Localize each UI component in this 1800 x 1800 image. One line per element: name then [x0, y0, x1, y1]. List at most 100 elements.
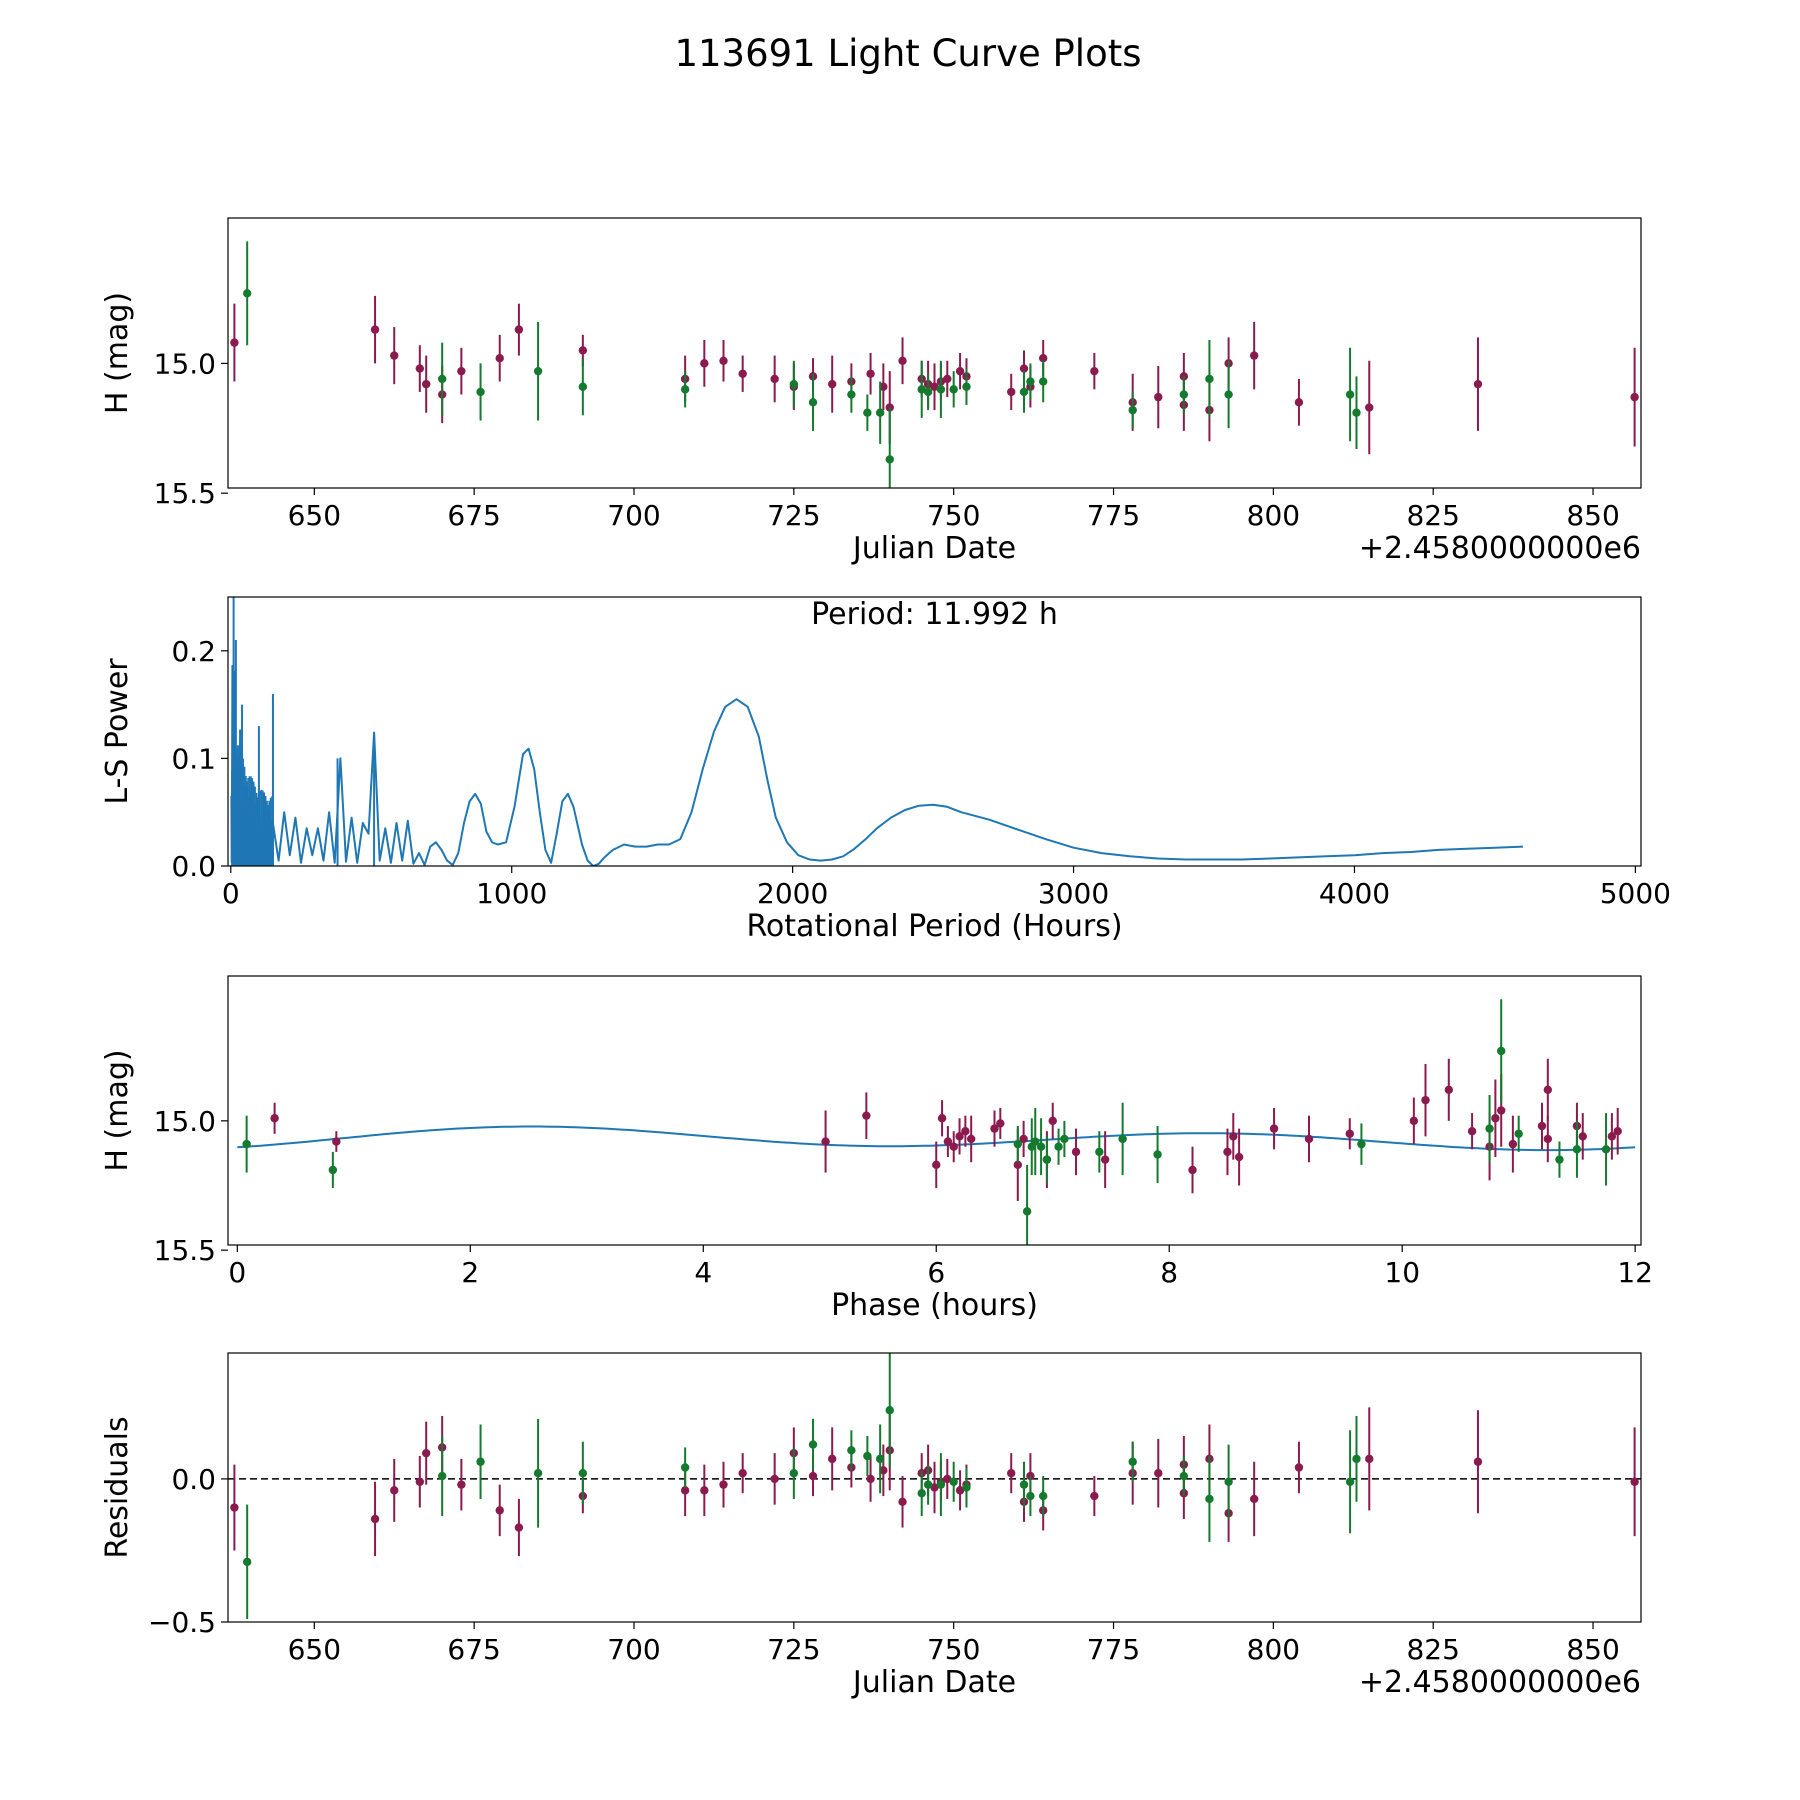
marker [1128, 1457, 1137, 1466]
magenta-data-point [1421, 1063, 1430, 1137]
magenta-data-point [961, 1115, 970, 1147]
marker [476, 1457, 485, 1466]
x-tick-label: 0 [222, 877, 240, 910]
magenta-data-point [770, 355, 779, 403]
y-tick-label: 0.0 [171, 1463, 216, 1496]
marker [1090, 366, 1099, 376]
magenta-data-point [1508, 1115, 1518, 1173]
periodogram-xlabel: Rotational Period (Hours) [746, 909, 1122, 944]
x-tick-label: 4000 [1319, 877, 1390, 910]
marker [808, 398, 818, 407]
marker [917, 1489, 926, 1498]
marker [962, 382, 971, 391]
marker [937, 1114, 947, 1123]
marker [1543, 1134, 1553, 1144]
magenta-data-point [828, 1427, 837, 1491]
marker [1205, 1494, 1214, 1504]
marker [1154, 392, 1163, 402]
marker [1269, 1124, 1279, 1133]
magenta-data-point [1578, 1113, 1587, 1160]
green-data-point [875, 381, 885, 444]
phased-curve-xlabel: Phase (hours) [831, 1288, 1038, 1323]
magenta-data-point [1154, 1438, 1163, 1508]
marker [1095, 1147, 1104, 1157]
marker [828, 379, 837, 389]
marker [700, 1486, 709, 1495]
green-data-point [1095, 1131, 1104, 1173]
marker [578, 382, 588, 391]
magenta-data-point [1365, 360, 1374, 455]
magenta-data-point [415, 345, 425, 392]
y-tick-label: 15.5 [154, 1234, 216, 1267]
x-tick-label: 750 [927, 1633, 980, 1666]
marker [1223, 1147, 1232, 1157]
green-data-point [885, 407, 894, 488]
magenta-data-point [230, 303, 239, 382]
x-tick-label: 750 [927, 499, 980, 532]
marker [370, 1514, 380, 1524]
green-data-point [1060, 1120, 1069, 1158]
residuals-offset-text: +2.4580000000e6 [1359, 1665, 1641, 1700]
marker [1118, 1134, 1127, 1144]
marker [955, 1486, 965, 1495]
green-data-point [1224, 360, 1233, 429]
magenta-data-point [422, 1421, 431, 1485]
green-data-point [1128, 1441, 1137, 1482]
green-data-point [1031, 1107, 1040, 1176]
marker [495, 1506, 504, 1515]
light-curve-panel: 650 675 700 725 750 775 800 825 850 15.5 15.0 Jul… [100, 217, 1642, 566]
phased-curve-panel: 0 2 4 6 8 10 12 15.5 15.0 Phase (hours) H (mag) [100, 975, 1653, 1323]
marker [936, 1480, 946, 1489]
marker [270, 1114, 279, 1123]
marker [1578, 1132, 1587, 1141]
marker [862, 1111, 871, 1120]
magenta-data-point [457, 347, 466, 395]
light-curve-frame [227, 217, 1642, 489]
x-tick-label: 0 [228, 1256, 246, 1289]
x-tick-label: 825 [1406, 1633, 1459, 1666]
green-data-point [476, 363, 485, 421]
green-data-point [936, 360, 946, 418]
marker [370, 325, 380, 334]
magenta-data-point [937, 1100, 947, 1137]
marker [738, 1468, 747, 1478]
periodogram-frame [227, 596, 1642, 867]
marker [955, 366, 965, 376]
marker [1421, 1095, 1430, 1105]
y-tick-label: 15.0 [154, 1105, 216, 1138]
magenta-data-point [866, 353, 875, 395]
magenta-data-point [898, 337, 907, 385]
green-data-point [328, 1151, 338, 1189]
marker [1409, 1116, 1419, 1126]
green-data-point [242, 1504, 252, 1620]
marker [1294, 398, 1304, 407]
phased-curve-ylabel: H (mag) [100, 1049, 135, 1171]
x-tick-label: 5000 [1600, 877, 1671, 910]
marker [1224, 390, 1233, 399]
marker [1013, 1139, 1022, 1149]
x-tick-label: 6 [927, 1256, 945, 1289]
marker [1508, 1139, 1518, 1149]
magenta-data-point [495, 334, 504, 382]
magenta-data-point [898, 1476, 907, 1528]
marker [457, 366, 466, 376]
marker [1630, 392, 1639, 402]
magenta-data-point [332, 1131, 341, 1152]
x-tick-label: 725 [767, 499, 820, 532]
marker [866, 369, 875, 378]
marker [1357, 1139, 1366, 1149]
marker [1031, 1137, 1040, 1146]
marker [415, 1477, 425, 1486]
magenta-data-point [879, 363, 888, 411]
green-data-point [917, 1470, 926, 1517]
magenta-data-point [1630, 347, 1639, 447]
marker [1514, 1129, 1523, 1138]
marker [1497, 1046, 1506, 1056]
marker [1019, 1480, 1029, 1489]
marker [457, 1480, 466, 1489]
magenta-data-point [1007, 373, 1016, 411]
marker [996, 1119, 1005, 1128]
marker [923, 387, 933, 397]
x-tick-label: 800 [1247, 1633, 1300, 1666]
marker [390, 1486, 399, 1495]
